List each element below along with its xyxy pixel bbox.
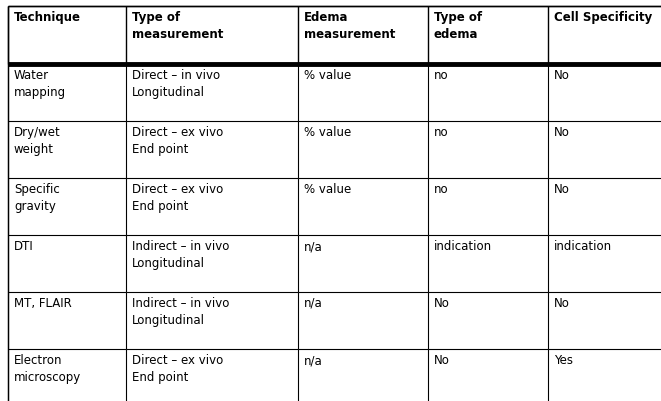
Text: Direct – ex vivo
End point: Direct – ex vivo End point [132,183,223,213]
Text: MT, FLAIR: MT, FLAIR [14,297,72,310]
Bar [8,235,126,292]
Text: Direct – ex vivo
End point: Direct – ex vivo End point [132,354,223,384]
Text: n/a: n/a [304,354,323,367]
Text: Direct – in vivo
Longitudinal: Direct – in vivo Longitudinal [132,69,220,99]
Text: indication: indication [434,240,492,253]
Text: Indirect – in vivo
Longitudinal: Indirect – in vivo Longitudinal [132,297,229,327]
Text: n/a: n/a [304,240,323,253]
Bar [126,178,298,235]
Text: Cell Specificity: Cell Specificity [554,11,652,24]
Bar [126,292,298,349]
Bar [428,292,548,349]
Text: no: no [434,183,449,196]
Text: Water
mapping: Water mapping [14,69,66,99]
Bar [298,178,428,235]
Bar [8,292,126,349]
Bar [548,64,661,121]
Bar [428,178,548,235]
Text: % value: % value [304,183,351,196]
Bar [8,178,126,235]
Bar [126,6,298,64]
Text: % value: % value [304,126,351,139]
Bar [428,6,548,64]
Bar [8,64,126,121]
Bar [548,292,661,349]
Bar [298,235,428,292]
Bar [8,6,126,64]
Text: No: No [554,297,570,310]
Bar [548,6,661,64]
Text: indication: indication [554,240,612,253]
Bar [298,349,428,401]
Bar [126,121,298,178]
Text: No: No [554,183,570,196]
Bar [428,235,548,292]
Bar [548,235,661,292]
Bar [428,121,548,178]
Text: No: No [434,297,450,310]
Text: no: no [434,69,449,82]
Bar [298,121,428,178]
Bar [8,121,126,178]
Text: No: No [434,354,450,367]
Bar [298,6,428,64]
Bar [126,349,298,401]
Bar [548,121,661,178]
Text: Electron
microscopy: Electron microscopy [14,354,81,384]
Text: No: No [554,69,570,82]
Bar [428,64,548,121]
Bar [548,178,661,235]
Bar [126,64,298,121]
Text: Technique: Technique [14,11,81,24]
Text: Type of
measurement: Type of measurement [132,11,223,41]
Text: DTI: DTI [14,240,34,253]
Bar [298,64,428,121]
Text: Dry/wet
weight: Dry/wet weight [14,126,61,156]
Text: No: No [554,126,570,139]
Bar [428,349,548,401]
Text: Indirect – in vivo
Longitudinal: Indirect – in vivo Longitudinal [132,240,229,270]
Bar [548,349,661,401]
Text: Edema
measurement: Edema measurement [304,11,395,41]
Text: Direct – ex vivo
End point: Direct – ex vivo End point [132,126,223,156]
Bar [298,292,428,349]
Text: Specific
gravity: Specific gravity [14,183,59,213]
Text: Type of
edema: Type of edema [434,11,482,41]
Text: Yes: Yes [554,354,573,367]
Bar [8,349,126,401]
Text: % value: % value [304,69,351,82]
Text: no: no [434,126,449,139]
Text: n/a: n/a [304,297,323,310]
Bar [126,235,298,292]
